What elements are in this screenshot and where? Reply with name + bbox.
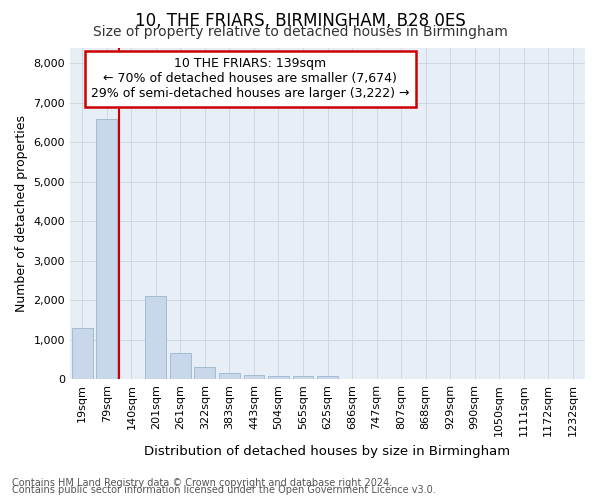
Bar <box>72 328 93 380</box>
Bar <box>170 353 191 380</box>
Bar <box>97 118 117 380</box>
Bar <box>293 376 313 380</box>
Text: Contains public sector information licensed under the Open Government Licence v3: Contains public sector information licen… <box>12 485 436 495</box>
Bar <box>219 374 240 380</box>
Text: Contains HM Land Registry data © Crown copyright and database right 2024.: Contains HM Land Registry data © Crown c… <box>12 478 392 488</box>
Bar <box>244 376 265 380</box>
Bar <box>268 376 289 380</box>
Text: 10, THE FRIARS, BIRMINGHAM, B28 0ES: 10, THE FRIARS, BIRMINGHAM, B28 0ES <box>134 12 466 30</box>
Text: 10 THE FRIARS: 139sqm
← 70% of detached houses are smaller (7,674)
29% of semi-d: 10 THE FRIARS: 139sqm ← 70% of detached … <box>91 58 410 100</box>
Bar <box>145 296 166 380</box>
X-axis label: Distribution of detached houses by size in Birmingham: Distribution of detached houses by size … <box>145 444 511 458</box>
Text: Size of property relative to detached houses in Birmingham: Size of property relative to detached ho… <box>92 25 508 39</box>
Bar <box>317 376 338 380</box>
Y-axis label: Number of detached properties: Number of detached properties <box>15 115 28 312</box>
Bar <box>194 368 215 380</box>
